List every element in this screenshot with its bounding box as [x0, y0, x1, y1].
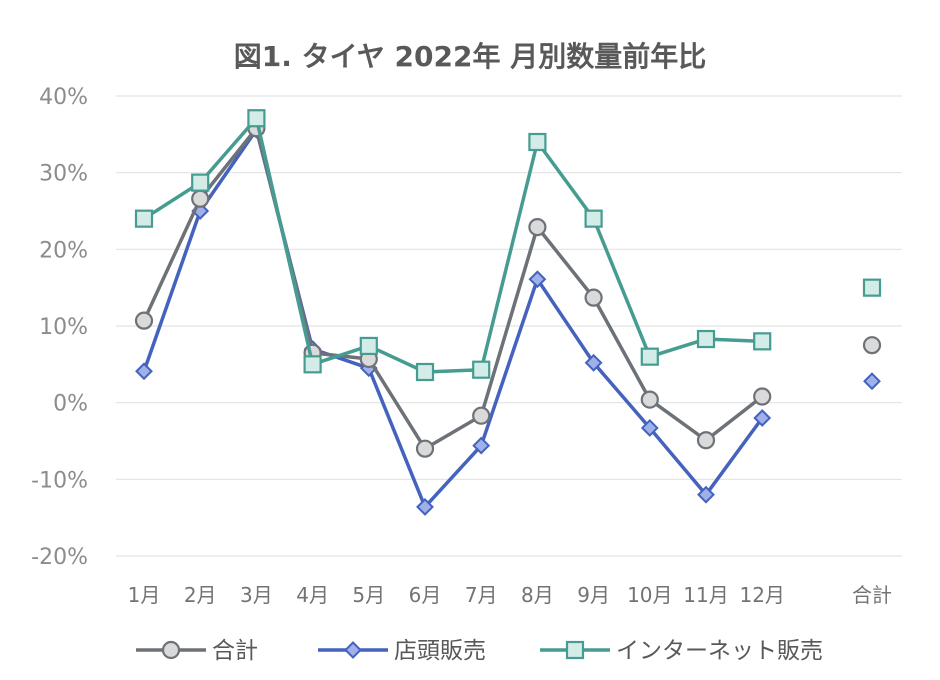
data-point — [303, 355, 322, 374]
data-point — [161, 640, 181, 660]
data-point — [344, 641, 362, 659]
series-line — [143, 116, 763, 374]
data-point — [134, 311, 154, 330]
data-point — [862, 278, 882, 297]
data-point — [416, 498, 434, 516]
data-point — [640, 347, 659, 366]
x-tick-label: 2月 — [184, 583, 217, 607]
data-point — [640, 419, 659, 437]
y-tick-label: -20% — [31, 545, 88, 570]
x-tick-label: 7月 — [465, 583, 498, 607]
data-point — [472, 406, 491, 425]
data-point — [191, 173, 210, 192]
data-point — [528, 132, 547, 152]
legend: 合計 店頭販売 インターネット販売 — [136, 638, 823, 664]
data-point — [528, 270, 547, 289]
data-point — [697, 485, 715, 504]
y-tick-label: 20% — [39, 238, 88, 263]
series-0 — [134, 119, 882, 458]
y-tick-label: 0% — [53, 392, 88, 417]
data-point — [584, 288, 603, 307]
legend-item: 合計 — [136, 638, 258, 664]
data-point — [640, 390, 659, 409]
data-point — [696, 431, 716, 450]
legend-label: 合計 — [212, 638, 258, 664]
data-point — [359, 336, 378, 356]
data-point — [135, 362, 153, 381]
data-point — [472, 436, 491, 455]
data-point — [753, 387, 772, 406]
data-point — [528, 218, 547, 237]
chart-title: 図1. タイヤ 2022年 月別数量前年比 — [234, 40, 706, 73]
data-point — [696, 329, 716, 349]
x-tick-label: 12月 — [739, 583, 784, 607]
data-point — [134, 209, 154, 228]
series-line — [142, 126, 764, 451]
legend-label: 店頭販売 — [394, 638, 486, 664]
x-tick-label: 10月 — [627, 583, 672, 607]
y-axis-ticks: -20% -10% 0% 10% 20% 30% 40% — [31, 85, 88, 570]
data-point — [863, 372, 881, 391]
x-tick-label: 1月 — [128, 583, 161, 607]
x-tick-label: 9月 — [577, 583, 610, 607]
x-tick-label: 3月 — [240, 583, 273, 607]
series-line — [142, 127, 764, 509]
series-2 — [134, 109, 882, 382]
x-tick-label: 5月 — [352, 583, 385, 607]
data-point — [415, 362, 435, 382]
y-tick-label: 10% — [39, 315, 88, 340]
data-point — [753, 409, 772, 427]
series-group — [134, 109, 882, 516]
x-axis-ticks: 1月 2月 3月 4月 5月 6月 7月 8月 9月 10月 11月 12月 合計 — [128, 583, 892, 607]
series-1 — [135, 120, 881, 516]
legend-item: 店頭販売 — [318, 638, 486, 664]
data-point — [191, 189, 210, 208]
data-point — [584, 353, 603, 372]
x-tick-label: 4月 — [296, 583, 329, 607]
legend-item: インターネット販売 — [540, 638, 823, 664]
data-point — [472, 360, 491, 379]
data-point — [415, 439, 435, 458]
x-tick-label: 8月 — [521, 583, 554, 607]
data-point — [247, 109, 266, 128]
legend-label: インターネット販売 — [616, 638, 823, 664]
data-point — [584, 209, 603, 228]
data-point — [862, 336, 882, 355]
data-point — [753, 332, 772, 351]
grid-lines — [116, 95, 902, 557]
x-tick-label: 11月 — [683, 583, 728, 607]
y-tick-label: -10% — [31, 468, 88, 493]
y-tick-label: 40% — [39, 85, 88, 110]
y-tick-label: 30% — [39, 162, 88, 187]
data-point — [565, 640, 585, 660]
x-tick-label-total: 合計 — [852, 583, 892, 607]
x-tick-label: 6月 — [409, 583, 442, 607]
